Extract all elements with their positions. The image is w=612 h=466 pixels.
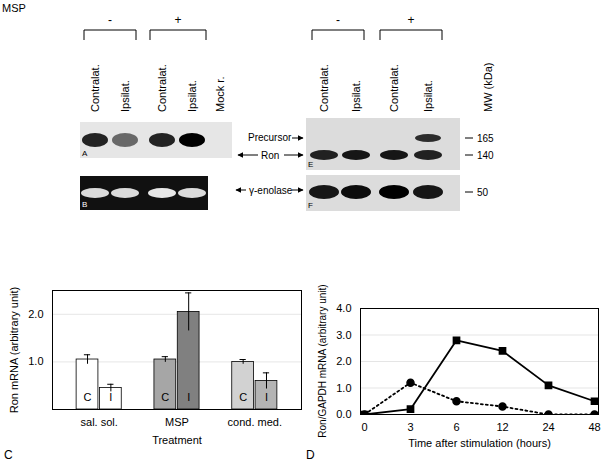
- svg-text:F: F: [308, 201, 313, 210]
- svg-text:sal. sol.: sal. sol.: [81, 416, 118, 428]
- svg-text:A: A: [82, 149, 88, 158]
- svg-text:+: +: [174, 13, 181, 27]
- svg-text:Precursor: Precursor: [248, 132, 292, 143]
- svg-text:1.0: 1.0: [336, 382, 351, 394]
- svg-text:Treatment: Treatment: [152, 434, 202, 446]
- svg-text:C: C: [239, 391, 247, 403]
- svg-text:50: 50: [477, 187, 489, 198]
- svg-text:MSP: MSP: [2, 2, 26, 14]
- html-text:C: C: [4, 448, 13, 462]
- svg-text:Mock r.: Mock r.: [214, 77, 226, 112]
- svg-text:C: C: [161, 391, 169, 403]
- svg-text:I: I: [109, 391, 112, 403]
- svg-text:Time after stimulation (hours): Time after stimulation (hours): [408, 437, 551, 449]
- svg-text:2.0: 2.0: [336, 355, 351, 367]
- svg-text:γ-enolase: γ-enolase: [249, 185, 293, 196]
- svg-text:-: -: [336, 13, 340, 27]
- svg-text:3.0: 3.0: [336, 329, 351, 341]
- svg-text:Ipsilat.: Ipsilat.: [119, 80, 131, 112]
- svg-text:C: C: [84, 391, 92, 403]
- svg-text:Ipsilat.: Ipsilat.: [186, 80, 198, 112]
- svg-text:24: 24: [542, 421, 554, 433]
- html-text:Ron/GAPDH mRNA (arbitrary unit: Ron/GAPDH mRNA (arbitrary unit): [316, 284, 328, 438]
- svg-text:Contralat.: Contralat.: [156, 64, 168, 112]
- svg-text:E: E: [308, 160, 313, 169]
- svg-text:12: 12: [496, 421, 508, 433]
- html-text:Ron mRNA (arbitrary unit): Ron mRNA (arbitrary unit): [8, 286, 20, 413]
- svg-text:6: 6: [453, 421, 459, 433]
- svg-text:Contralat.: Contralat.: [89, 64, 101, 112]
- svg-text:Contralat.: Contralat.: [388, 64, 400, 112]
- svg-text:1.0: 1.0: [28, 355, 43, 367]
- svg-text:0.0: 0.0: [336, 408, 351, 420]
- svg-text:cond. med.: cond. med.: [228, 416, 282, 428]
- svg-text:MW (kDa): MW (kDa): [482, 63, 494, 113]
- svg-text:Ipsilat.: Ipsilat.: [350, 80, 362, 112]
- svg-text:Ipsilat.: Ipsilat.: [422, 80, 434, 112]
- html-text:D: D: [306, 448, 315, 462]
- svg-text:I: I: [187, 391, 190, 403]
- svg-text:-: -: [108, 13, 112, 27]
- svg-text:0: 0: [361, 421, 367, 433]
- svg-text:+: +: [407, 13, 414, 27]
- svg-text:MSP: MSP: [165, 416, 189, 428]
- svg-text:3: 3: [407, 421, 413, 433]
- svg-text:48: 48: [588, 421, 600, 433]
- svg-text:165: 165: [477, 133, 494, 144]
- svg-text:B: B: [82, 200, 87, 209]
- svg-text:I: I: [265, 391, 268, 403]
- svg-text:4.0: 4.0: [336, 302, 351, 314]
- svg-text:2.0: 2.0: [28, 308, 43, 320]
- svg-text:Ron: Ron: [261, 150, 279, 161]
- svg-text:140: 140: [477, 150, 494, 161]
- svg-text:Contralat.: Contralat.: [318, 64, 330, 112]
